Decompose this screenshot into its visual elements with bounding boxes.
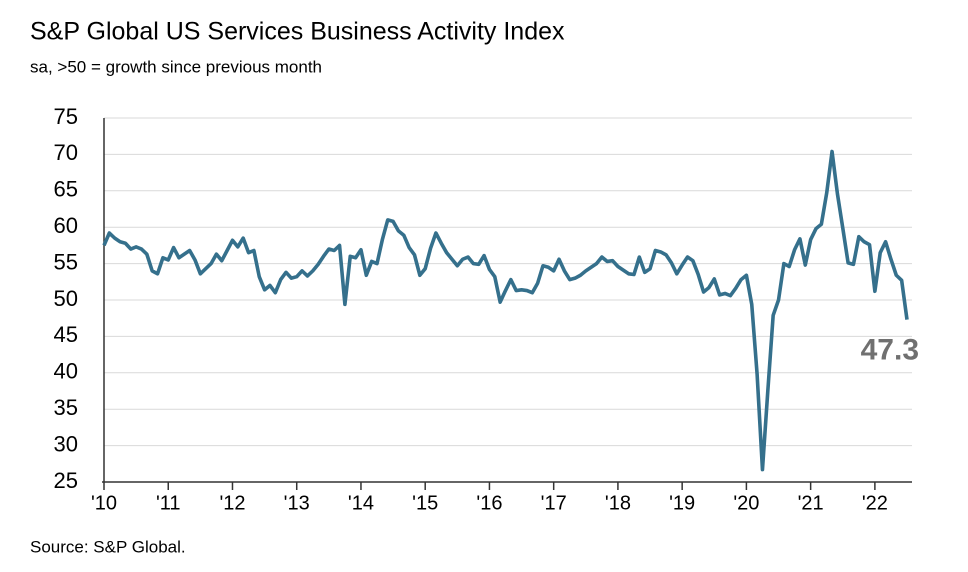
x-tick-label: '13 bbox=[284, 492, 310, 514]
y-tick-label: 50 bbox=[54, 286, 78, 311]
y-tick-label: 45 bbox=[54, 322, 78, 347]
x-tick-label: '19 bbox=[669, 492, 695, 514]
data-line bbox=[102, 149, 909, 472]
y-tick-label: 40 bbox=[54, 359, 78, 384]
value-label: 47.3 bbox=[861, 334, 919, 367]
x-tick-label: '15 bbox=[412, 492, 438, 514]
y-tick-label: 65 bbox=[54, 177, 78, 202]
chart-subtitle: sa, >50 = growth since previous month bbox=[30, 57, 322, 76]
x-tick-label: '17 bbox=[541, 492, 567, 514]
x-tick-label: '10 bbox=[91, 492, 117, 514]
y-tick-label: 70 bbox=[54, 140, 78, 165]
x-tick-label: '22 bbox=[862, 492, 888, 514]
x-tick-label: '12 bbox=[219, 492, 245, 514]
y-tick-label: 35 bbox=[54, 395, 78, 420]
x-tick-label: '18 bbox=[605, 492, 631, 514]
y-tick-label: 60 bbox=[54, 213, 78, 238]
source: Source: S&P Global. bbox=[30, 537, 186, 556]
chart-title: S&P Global US Services Business Activity… bbox=[30, 18, 565, 46]
y-tick-label: 30 bbox=[54, 431, 78, 456]
x-tick-label: '20 bbox=[733, 492, 759, 514]
y-tick-label: 25 bbox=[54, 468, 78, 493]
x-tick-label: '21 bbox=[798, 492, 824, 514]
y-tick-label: 55 bbox=[54, 249, 78, 274]
x-tick-label: '14 bbox=[348, 492, 374, 514]
y-tick-label: 75 bbox=[54, 104, 78, 129]
x-tick-label: '11 bbox=[156, 492, 181, 514]
x-tick-label: '16 bbox=[476, 492, 502, 514]
